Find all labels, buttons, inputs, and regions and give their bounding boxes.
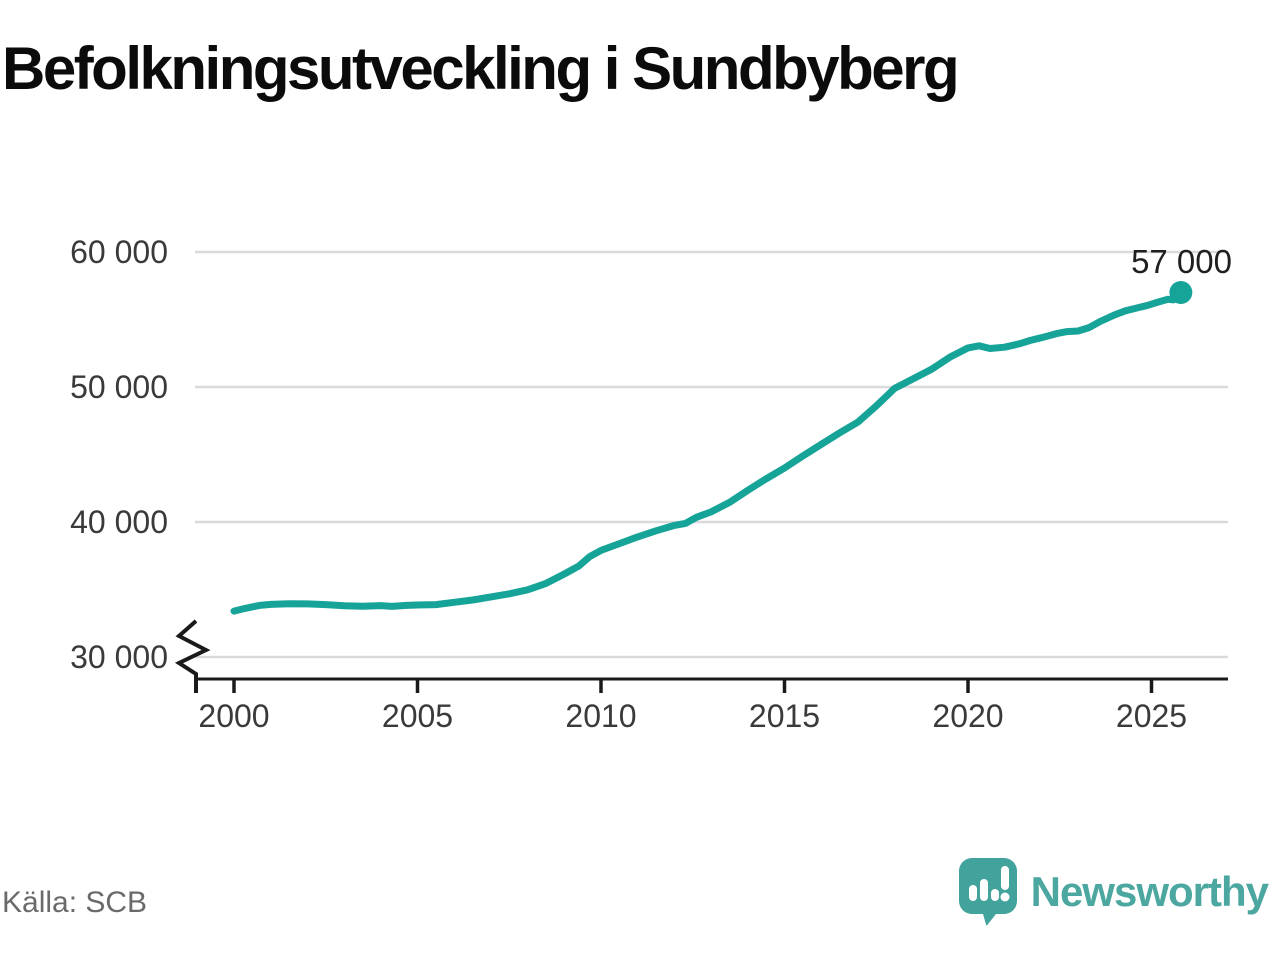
- x-axis-tick-label: 2025: [1116, 698, 1187, 734]
- logo-bar-1: [968, 885, 977, 901]
- axis-break-icon: [174, 619, 211, 693]
- y-axis-tick-label: 30 000: [70, 639, 168, 675]
- x-axis-tick-label: 2005: [382, 698, 453, 734]
- newsworthy-logo: Newsworthy: [958, 858, 1269, 926]
- y-axis-tick-label: 60 000: [70, 234, 168, 270]
- logo-exclamation-dot: [1000, 892, 1010, 902]
- newsworthy-logo-text: Newsworthy: [1030, 868, 1269, 915]
- x-axis-tick-label: 2015: [749, 698, 820, 734]
- population-line: [230, 289, 1185, 615]
- page-title: Befolkningsutveckling i Sundbyberg: [2, 35, 960, 102]
- source-label: Källa: SCB: [2, 886, 148, 919]
- x-axis-tick-label: 2010: [565, 698, 636, 734]
- x-axis-tick-label: 2000: [198, 698, 269, 734]
- last-value-label: 57 000: [1131, 243, 1232, 280]
- logo-exclamation-bar: [1000, 866, 1009, 890]
- newsworthy-logo-icon: [958, 858, 1017, 926]
- last-point-dot: [1169, 281, 1193, 304]
- logo-bar-2: [979, 879, 988, 901]
- logo-bar-3: [990, 889, 999, 901]
- y-axis-tick-label: 50 000: [70, 369, 168, 405]
- y-axis-tick-label: 40 000: [70, 504, 168, 540]
- x-axis-tick-label: 2020: [932, 698, 1003, 734]
